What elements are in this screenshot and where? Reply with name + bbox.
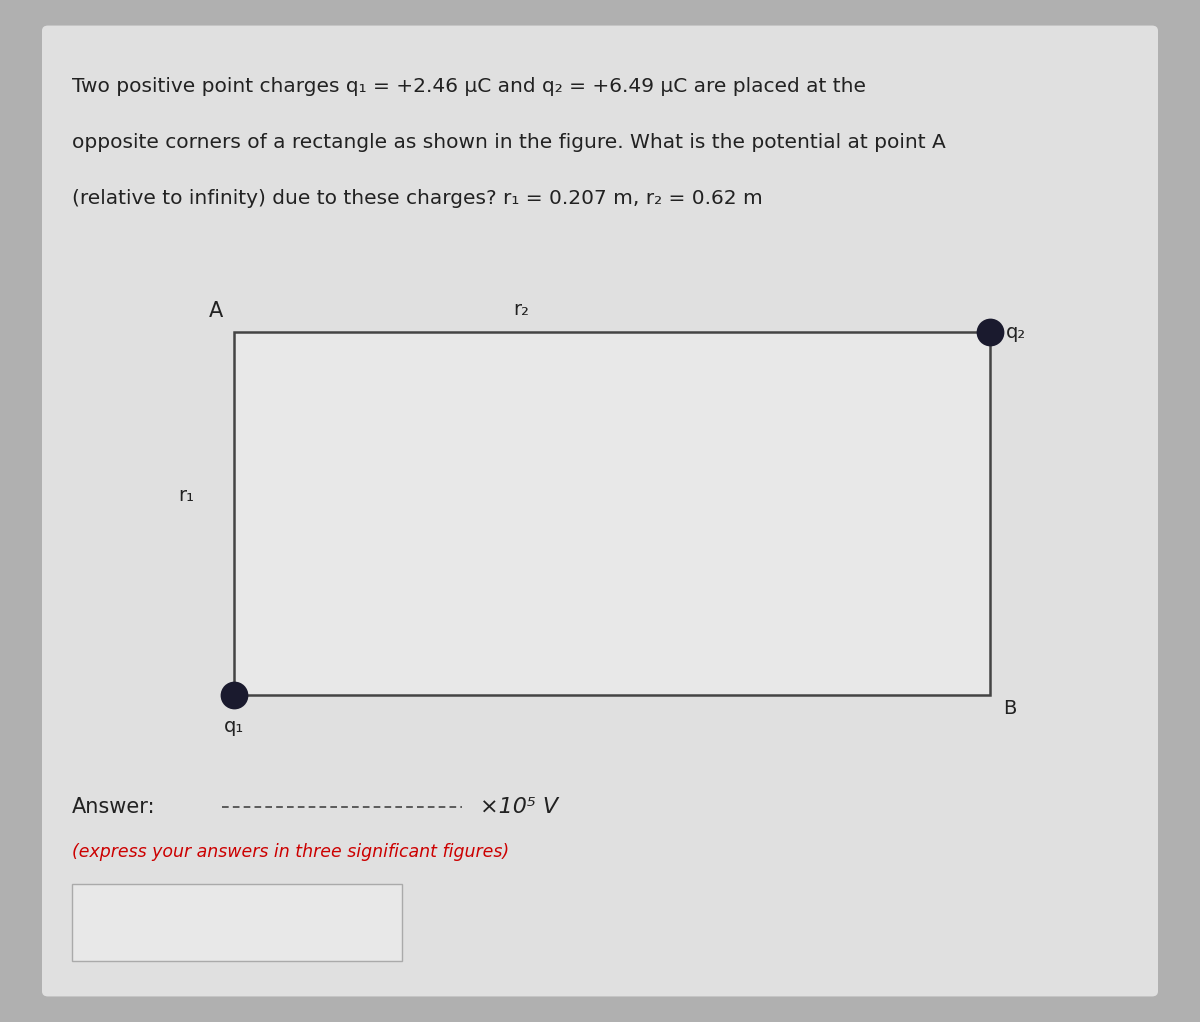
Text: B: B bbox=[1003, 699, 1016, 718]
Point bbox=[980, 324, 1000, 340]
Text: Answer:: Answer: bbox=[72, 797, 156, 818]
Bar bbox=[72, 884, 402, 961]
Point bbox=[224, 687, 244, 703]
Text: r₁: r₁ bbox=[179, 485, 194, 505]
Text: A: A bbox=[209, 300, 223, 321]
Text: q₁: q₁ bbox=[224, 717, 244, 737]
Bar bbox=[234, 332, 990, 695]
Text: (express your answers in three significant figures): (express your answers in three significa… bbox=[72, 843, 509, 862]
Text: q₂: q₂ bbox=[1006, 323, 1026, 341]
Text: r₂: r₂ bbox=[514, 299, 529, 319]
Text: Two positive point charges q₁ = +2.46 μC and q₂ = +6.49 μC are placed at the: Two positive point charges q₁ = +2.46 μC… bbox=[72, 77, 866, 96]
FancyBboxPatch shape bbox=[42, 26, 1158, 996]
Text: opposite corners of a rectangle as shown in the figure. What is the potential at: opposite corners of a rectangle as shown… bbox=[72, 133, 946, 152]
Text: ×10⁵ V: ×10⁵ V bbox=[480, 797, 558, 818]
Text: (relative to infinity) due to these charges? r₁ = 0.207 m, r₂ = 0.62 m: (relative to infinity) due to these char… bbox=[72, 189, 763, 208]
